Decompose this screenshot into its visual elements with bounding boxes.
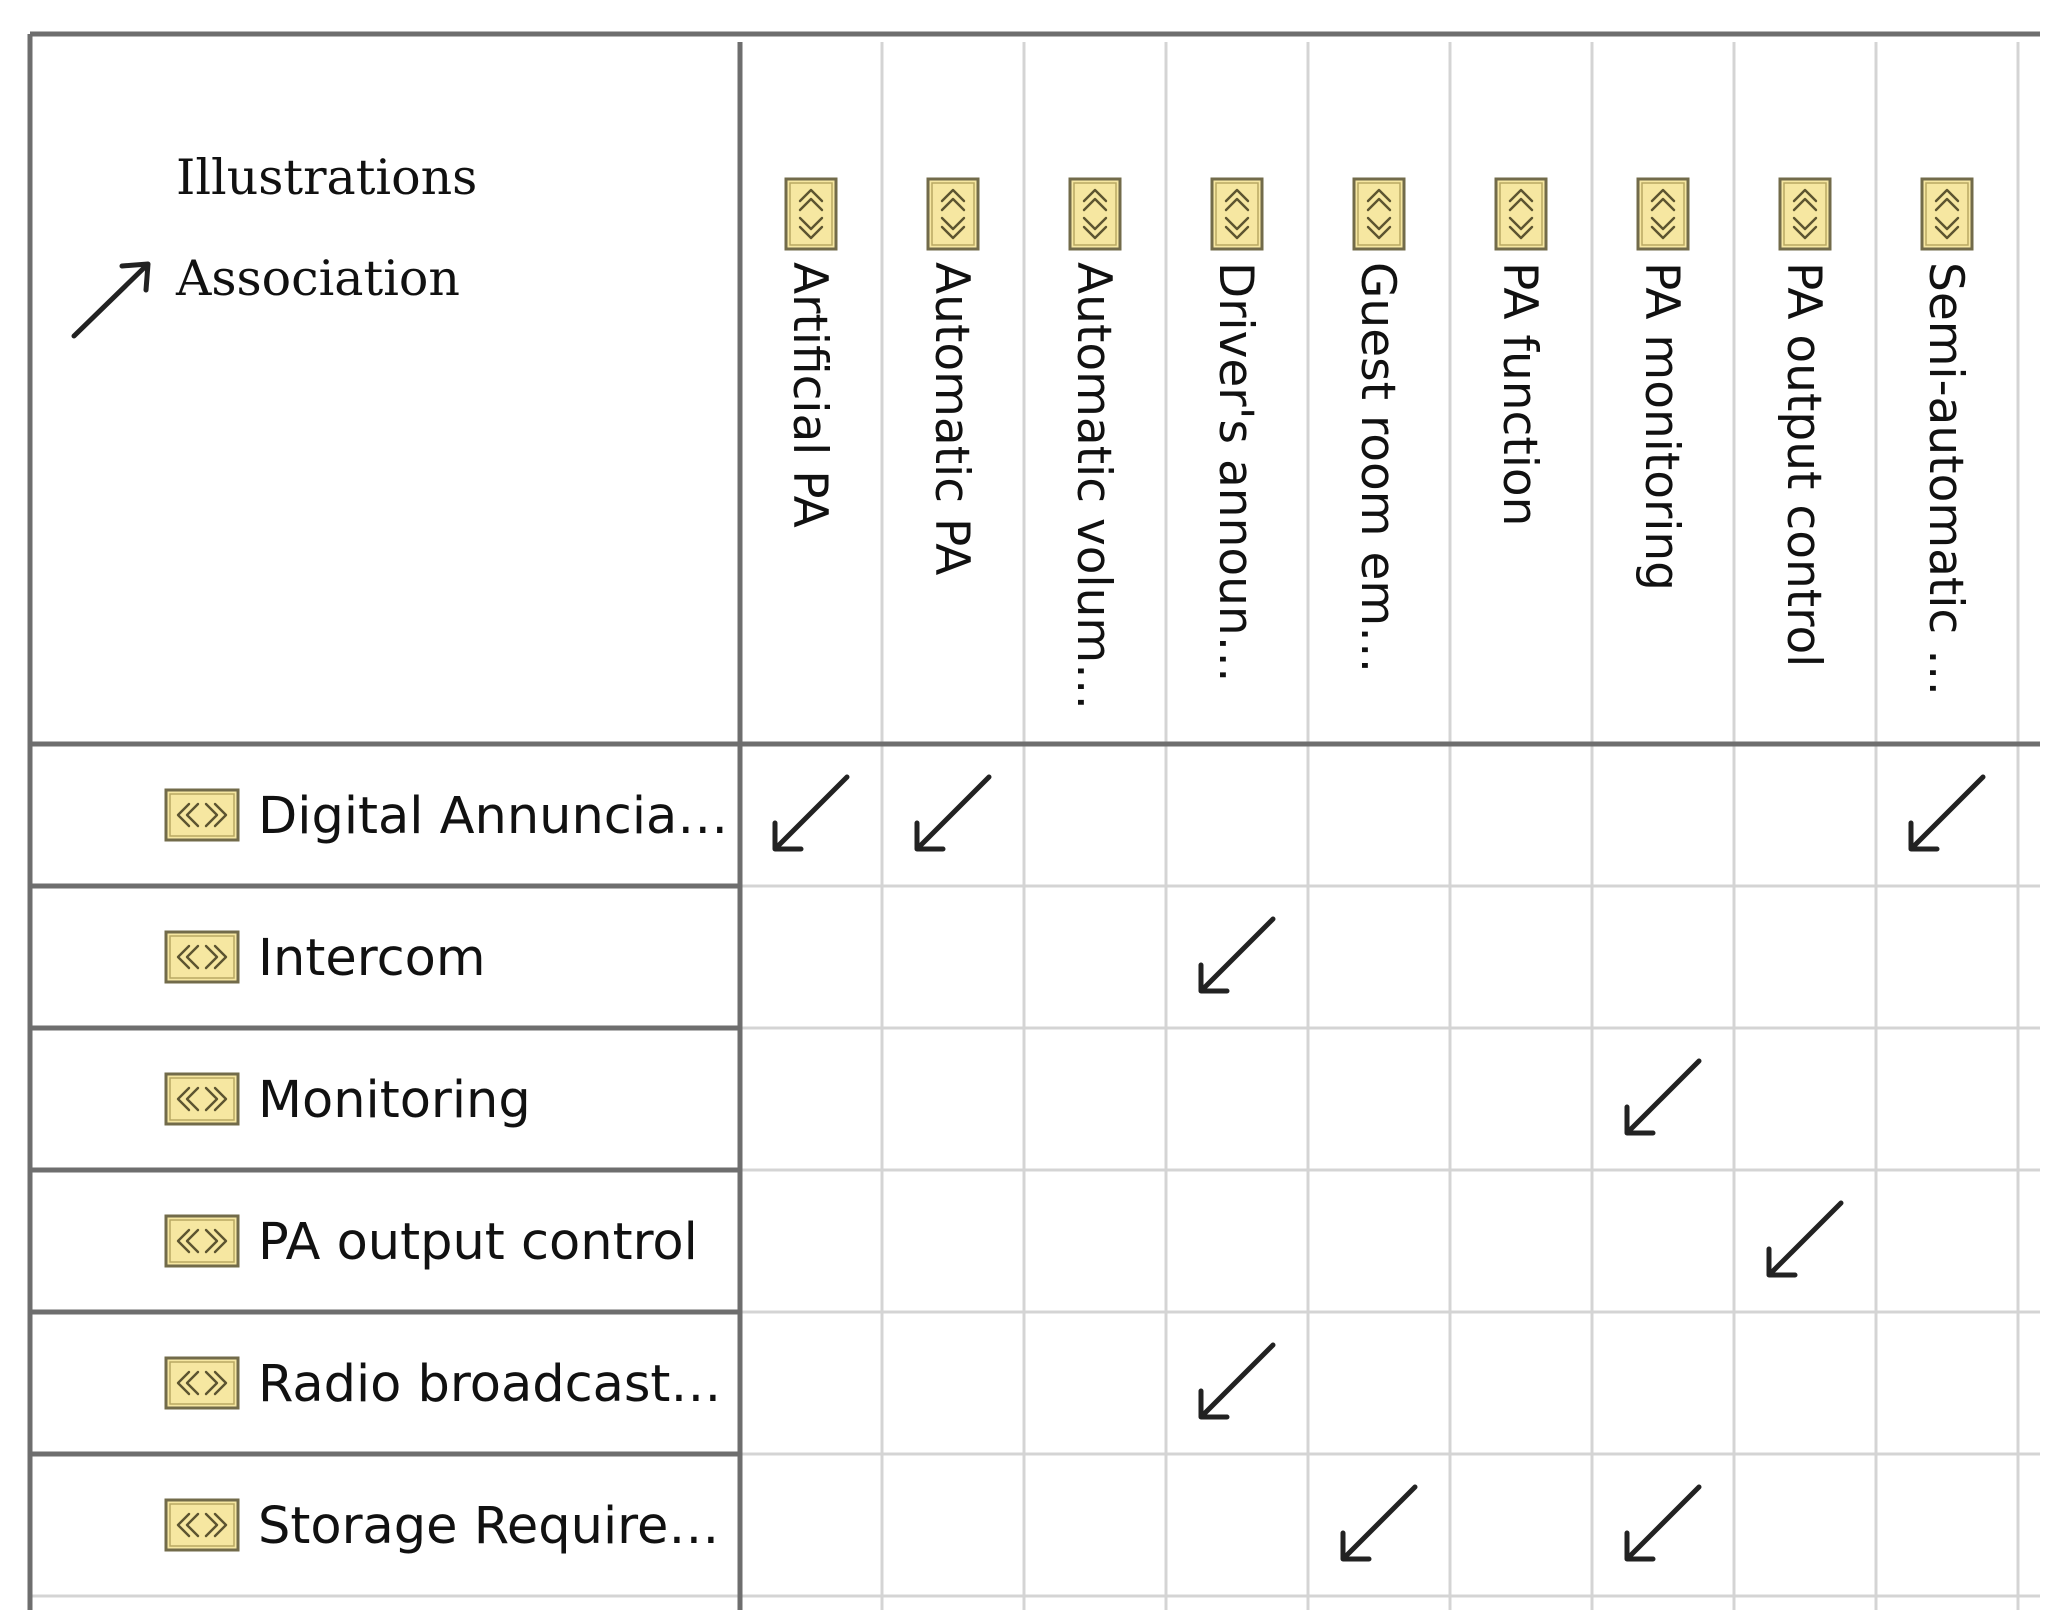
stereotype-icon (164, 1498, 240, 1552)
row-label: Monitoring (258, 1071, 531, 1130)
column-label: Artificial PA (782, 262, 837, 528)
row-header[interactable]: Digital Annuncia… (164, 787, 728, 846)
association-arrow-icon[interactable] (1624, 1058, 1702, 1136)
stereotype-icon (1210, 177, 1264, 251)
relation-cells (772, 774, 1986, 1562)
row-label: PA output control (258, 1213, 698, 1272)
column-label: Guest room em… (1350, 262, 1405, 673)
stereotype-icon (1920, 177, 1974, 251)
row-header[interactable]: Intercom (164, 929, 486, 988)
stereotype-icon (1068, 177, 1122, 251)
stereotype-icon (1778, 177, 1832, 251)
row-label: Intercom (258, 929, 486, 988)
column-header[interactable]: Artificial PA (782, 177, 838, 528)
stereotype-icon (784, 177, 838, 251)
row-header[interactable]: PA output control (164, 1213, 698, 1272)
association-arrow-icon[interactable] (1198, 1342, 1276, 1420)
stereotype-icon (164, 788, 240, 842)
association-arrow-icon[interactable] (1198, 916, 1276, 994)
association-arrow-icon[interactable] (914, 774, 992, 852)
row-header[interactable]: Monitoring (164, 1071, 531, 1130)
association-arrow-icon[interactable] (1340, 1484, 1418, 1562)
row-label: Storage Require… (258, 1497, 719, 1556)
column-label: PA monitoring (1634, 262, 1689, 591)
column-header[interactable]: Semi-automatic … (1918, 177, 1974, 696)
column-header[interactable]: Automatic volum… (1066, 177, 1122, 710)
column-header[interactable]: Automatic PA (924, 177, 980, 575)
column-label: Automatic PA (924, 262, 979, 575)
legend: Illustrations Association (71, 149, 477, 339)
column-header[interactable]: Guest room em… (1350, 177, 1406, 673)
row-label: Radio broadcast… (258, 1355, 721, 1414)
stereotype-icon (1494, 177, 1548, 251)
column-label: Automatic volum… (1066, 262, 1121, 710)
stereotype-icon (164, 1072, 240, 1126)
association-arrow-icon[interactable] (1624, 1484, 1702, 1562)
column-header[interactable]: PA output control (1776, 177, 1832, 667)
stereotype-icon (164, 1214, 240, 1268)
column-label: PA output control (1776, 262, 1831, 667)
association-arrow-icon[interactable] (1908, 774, 1986, 852)
column-header[interactable]: Driver's announ… (1208, 177, 1264, 683)
row-headers: Digital Annuncia… Intercom Monitoring PA ou… (164, 787, 728, 1556)
stereotype-icon (164, 1356, 240, 1410)
column-headers: Artificial PA Automatic PA Automatic volum… (782, 177, 1974, 710)
association-arrow-icon[interactable] (772, 774, 850, 852)
legend-association-label: Association (175, 250, 460, 307)
stereotype-icon (164, 930, 240, 984)
legend-title: Illustrations (176, 149, 477, 206)
column-label: Semi-automatic … (1918, 262, 1973, 696)
association-arrow-icon (71, 261, 151, 339)
column-header[interactable]: PA monitoring (1634, 177, 1690, 591)
row-label: Digital Annuncia… (258, 787, 728, 846)
column-label: PA function (1492, 262, 1547, 526)
stereotype-icon (1352, 177, 1406, 251)
stereotype-icon (1636, 177, 1690, 251)
row-header[interactable]: Radio broadcast… (164, 1355, 721, 1414)
association-arrow-icon[interactable] (1766, 1200, 1844, 1278)
stereotype-icon (926, 177, 980, 251)
column-header[interactable]: PA function (1492, 177, 1548, 526)
row-header[interactable]: Storage Require… (164, 1497, 719, 1556)
column-label: Driver's announ… (1208, 262, 1263, 683)
